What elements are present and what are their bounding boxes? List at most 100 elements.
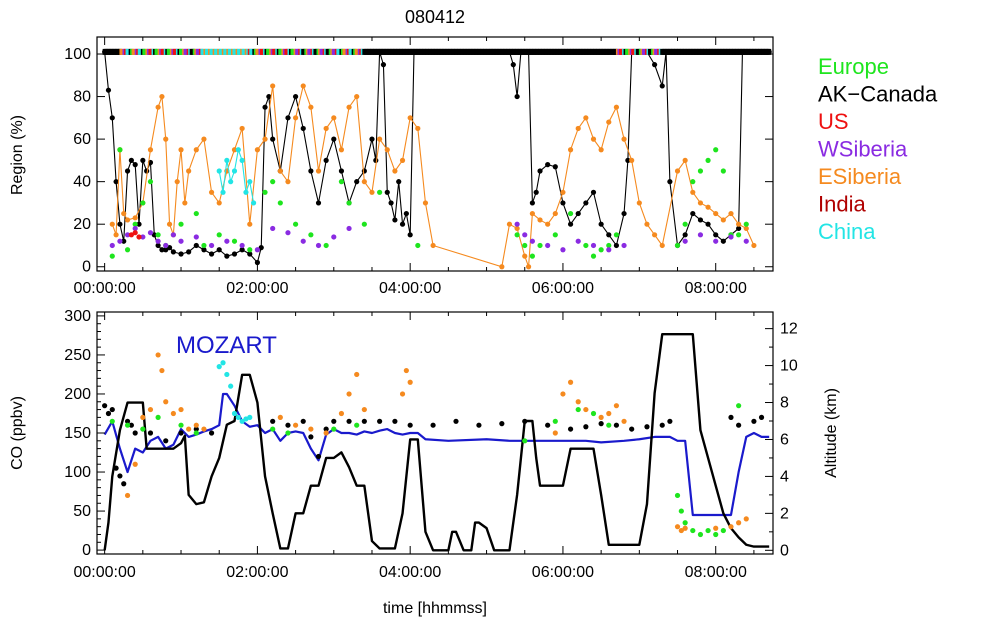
point-observed-3	[163, 399, 169, 405]
region-100-band	[102, 48, 772, 55]
point-europe	[270, 179, 276, 185]
point-wsiberia	[285, 230, 291, 236]
point-wsiberia	[224, 238, 230, 244]
legend-esiberia: ESiberia	[818, 164, 902, 189]
point-observed-2	[545, 422, 551, 428]
point-europe	[132, 221, 138, 227]
point-europe	[247, 247, 253, 253]
point-esiberia	[377, 136, 383, 142]
point-observed-3	[170, 410, 176, 417]
point-observed-3	[308, 426, 314, 432]
point-observed-2	[300, 418, 306, 424]
point-wsiberia	[124, 232, 131, 238]
point-europe	[736, 232, 742, 238]
point-observed-4	[155, 414, 161, 420]
point-us	[128, 232, 134, 238]
point-europe	[147, 179, 154, 185]
point-china	[250, 200, 257, 206]
point-observed-2	[453, 418, 459, 424]
point-ak-canada	[254, 259, 261, 266]
point-esiberia	[159, 93, 165, 100]
point-china	[220, 189, 226, 195]
point-observed-3	[674, 524, 681, 530]
point-ak-canada	[510, 62, 516, 68]
point-esiberia	[247, 221, 253, 227]
point-esiberia	[132, 215, 138, 221]
point-esiberia	[407, 115, 413, 121]
point-europe	[377, 189, 383, 195]
y-tick-label: 100	[64, 46, 91, 63]
point-ak-canada	[690, 210, 696, 217]
point-esiberia	[636, 200, 642, 206]
point-europe	[231, 238, 238, 244]
point-observed-3	[361, 406, 367, 413]
point-esiberia	[270, 83, 276, 89]
point-wsiberia	[170, 232, 176, 238]
series-mozart	[103, 392, 770, 517]
legend-china: China	[818, 219, 876, 244]
band-mark	[767, 48, 772, 55]
point-ak-canada	[208, 251, 215, 257]
point-ak-canada	[388, 200, 394, 206]
point-ak-canada	[369, 136, 375, 142]
co-ylabel: CO (ppbv)	[9, 396, 26, 470]
point-observed-2	[208, 430, 215, 436]
point-esiberia	[522, 253, 528, 259]
point-ak-canada	[178, 251, 184, 257]
series-observed-5	[216, 360, 253, 424]
point-europe	[522, 242, 528, 249]
point-observed-2	[331, 418, 337, 424]
point-wsiberia	[606, 247, 612, 253]
point-observed-3	[728, 524, 734, 530]
point-ak-canada	[201, 247, 207, 253]
point-esiberia	[575, 125, 581, 132]
series-observed-2	[102, 403, 765, 487]
point-europe	[690, 179, 696, 185]
point-observed-2	[323, 426, 329, 432]
point-esiberia	[751, 242, 757, 249]
point-esiberia	[193, 147, 199, 153]
point-ak-canada	[262, 104, 268, 110]
point-europe	[529, 253, 535, 259]
co-panel: 00:00:00 02:00:00 04:00:00 06:00:00 08:00:00…	[9, 308, 840, 617]
point-esiberia	[121, 210, 127, 217]
point-europe	[590, 253, 597, 259]
point-wsiberia	[522, 232, 528, 238]
point-europe	[140, 200, 146, 206]
point-observed-2	[361, 418, 367, 424]
point-observed-3	[743, 516, 749, 522]
point-observed-4	[678, 508, 684, 514]
point-observed-2	[124, 418, 131, 424]
point-europe	[567, 210, 574, 217]
point-observed-2	[598, 421, 604, 427]
x-tick-label: 00:00:00	[73, 564, 135, 581]
point-observed-5	[235, 414, 241, 420]
point-ak-canada	[170, 249, 176, 255]
point-observed-3	[583, 406, 589, 413]
point-esiberia	[598, 147, 604, 153]
point-observed-5	[231, 410, 238, 417]
y-tick-label: 100	[64, 464, 91, 481]
point-esiberia	[629, 157, 635, 163]
point-ak-canada	[159, 247, 165, 253]
legend-europe: Europe	[818, 54, 889, 79]
point-europe	[583, 242, 589, 249]
point-europe	[201, 242, 207, 249]
series-observed-3	[124, 352, 749, 534]
y-tick-label: 40	[73, 174, 91, 191]
point-esiberia	[621, 136, 627, 142]
point-wsiberia	[315, 242, 322, 249]
point-ak-canada	[266, 93, 272, 100]
point-observed-3	[560, 391, 566, 397]
chart-title: 080412	[405, 7, 465, 27]
point-ak-canada	[552, 164, 558, 170]
point-observed-3	[147, 406, 154, 413]
point-esiberia	[166, 221, 173, 227]
point-esiberia	[415, 125, 421, 132]
point-ak-canada	[270, 136, 276, 142]
point-esiberia	[315, 168, 322, 174]
point-ak-canada	[132, 162, 138, 168]
series-europe	[109, 147, 749, 259]
point-observed-3	[323, 430, 329, 436]
